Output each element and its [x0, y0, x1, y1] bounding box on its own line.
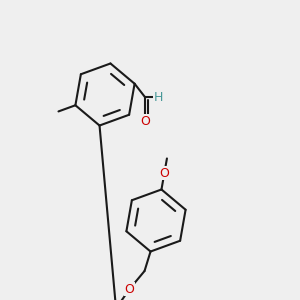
Text: O: O [124, 283, 134, 296]
Text: O: O [140, 115, 150, 128]
Text: H: H [154, 91, 163, 104]
Text: O: O [159, 167, 169, 180]
